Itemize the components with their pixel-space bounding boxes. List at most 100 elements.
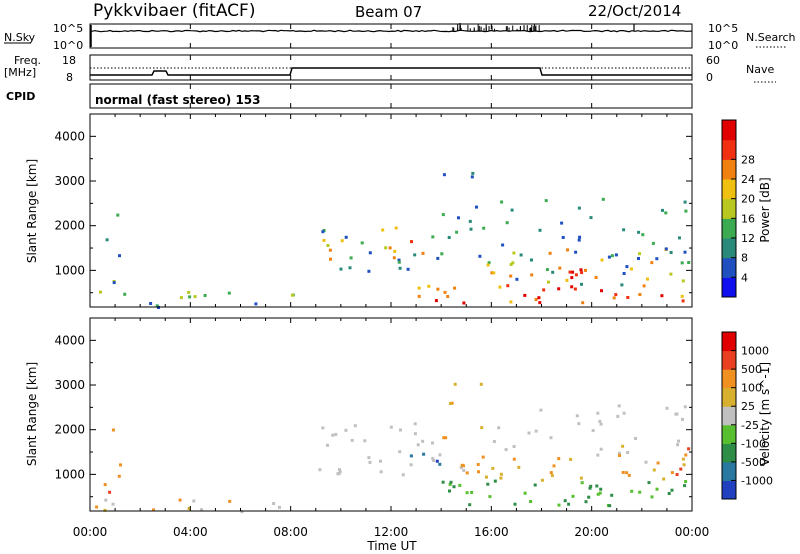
velocity-echo-cell — [621, 471, 625, 474]
power-echo-cell — [427, 284, 431, 288]
x-axis-label: Time UT — [366, 539, 417, 553]
power-echo-cell — [570, 276, 574, 280]
power-echo-cell — [537, 296, 541, 300]
power-echo-cell — [538, 228, 542, 232]
power-echo-cell — [397, 258, 401, 262]
velocity-echo-cell — [431, 456, 435, 460]
power-echo-cell — [601, 197, 605, 201]
velocity-echo-cell — [626, 451, 630, 454]
power-echo-cell — [506, 284, 510, 288]
nsky-tick-top: 10^5 — [53, 22, 83, 35]
x-tick-label: 00:00 — [73, 525, 108, 539]
power-colorbar-tick-label: 24 — [741, 173, 755, 186]
velocity-echo-cell — [627, 473, 631, 477]
velocity-echo-cell — [610, 493, 614, 497]
power-colorbar: 4 8 12 16 20 24 28 — [721, 119, 755, 298]
power-echo-cell — [509, 274, 513, 278]
power-colorbar-tick-label: 8 — [741, 252, 748, 265]
velocity-echo-cell — [111, 502, 115, 506]
power-echo-cell — [394, 226, 398, 230]
power-echo-cell — [321, 230, 325, 234]
velocity-echo-cell — [684, 453, 688, 457]
velocity-echo-cell — [465, 491, 469, 495]
velocity-echo-cell — [344, 428, 348, 432]
power-echo-cell — [509, 300, 513, 304]
power-echo-cell — [398, 266, 402, 270]
power-echo-cell — [462, 301, 466, 305]
power-heatmap — [99, 171, 691, 309]
power-echo-cell — [203, 294, 207, 297]
velocity-echo-cell — [438, 462, 442, 466]
velocity-echo-cell — [398, 450, 402, 454]
velocity-echo-cell — [599, 422, 603, 426]
power-echo-cell — [600, 258, 604, 262]
date-label: 22/Oct/2014 — [588, 2, 681, 20]
velocity-echo-cell — [662, 477, 666, 481]
power-echo-cell — [661, 208, 664, 212]
velocity-echo-cell — [618, 454, 621, 457]
power-echo-cell — [683, 250, 687, 254]
velocity-echo-cell — [331, 433, 335, 437]
velocity-y-tick-label: 1000 — [54, 467, 85, 481]
x-tick-label: 00:00 — [675, 525, 710, 539]
power-echo-cell — [681, 279, 685, 283]
power-echo-cell — [534, 298, 538, 301]
power-echo-cell — [116, 213, 120, 217]
velocity-echo-cell — [550, 474, 554, 478]
velocity-y-tick-label: 3000 — [54, 378, 85, 392]
power-colorbar-swatch — [722, 198, 736, 219]
nave-label: Nave — [746, 63, 774, 76]
power-y-tick-label: 3000 — [54, 174, 85, 188]
power-echo-cell — [610, 254, 614, 258]
velocity-echo-cell — [432, 459, 436, 462]
nsearch-tick-bottom: 10^0 — [708, 39, 738, 52]
velocity-echo-cell — [584, 500, 588, 504]
velocity-echo-cell — [596, 411, 600, 415]
velocity-echo-cell — [485, 475, 488, 479]
velocity-echo-cell — [367, 456, 371, 460]
power-echo-cell — [530, 273, 534, 277]
velocity-echo-cell — [616, 414, 620, 418]
nave-tick-bottom: 0 — [706, 71, 713, 84]
velocity-echo-cell — [679, 467, 683, 471]
velocity-echo-cell — [486, 482, 490, 486]
power-echo-cell — [118, 254, 121, 258]
velocity-colorbar-swatch — [722, 387, 736, 407]
power-echo-cell — [669, 251, 673, 254]
power-echo-cell — [482, 226, 486, 230]
velocity-echo-cell — [533, 483, 537, 487]
power-echo-cell — [328, 248, 332, 252]
power-colorbar-swatch — [722, 238, 736, 259]
power-echo-cell — [600, 289, 603, 293]
velocity-echo-cell — [587, 495, 591, 499]
power-echo-cell — [680, 261, 684, 265]
power-echo-cell — [339, 267, 343, 271]
velocity-echo-cell — [674, 412, 678, 416]
cpid-label: CPID — [6, 90, 35, 103]
velocity-echo-cell — [379, 459, 382, 463]
power-echo-cell — [678, 236, 681, 240]
velocity-echo-cell — [413, 432, 417, 436]
freq-label-line1: Freq. — [14, 54, 41, 67]
power-echo-cell — [637, 257, 640, 260]
power-echo-cell — [560, 221, 564, 225]
nsearch-tick-top: 10^5 — [708, 22, 738, 35]
power-panel-frame — [89, 113, 693, 308]
velocity-echo-cell — [350, 438, 354, 442]
power-echo-cell — [436, 256, 440, 260]
freq-tick-top: 18 — [62, 54, 76, 67]
power-echo-cell — [547, 280, 550, 284]
nsky-trace — [90, 23, 693, 47]
velocity-echo-cell — [389, 425, 393, 429]
velocity-colorbar-swatch — [722, 443, 736, 463]
velocity-echo-cell — [278, 505, 281, 509]
power-echo-cell — [446, 295, 450, 298]
velocity-echo-cell — [670, 471, 674, 475]
power-echo-cell — [577, 238, 581, 242]
power-echo-cell — [680, 294, 684, 298]
power-echo-cell — [589, 216, 593, 220]
power-echo-cell — [349, 256, 353, 260]
velocity-colorbar-swatch — [722, 406, 736, 426]
velocity-echo-cell — [684, 480, 688, 483]
power-echo-cell — [625, 265, 629, 269]
